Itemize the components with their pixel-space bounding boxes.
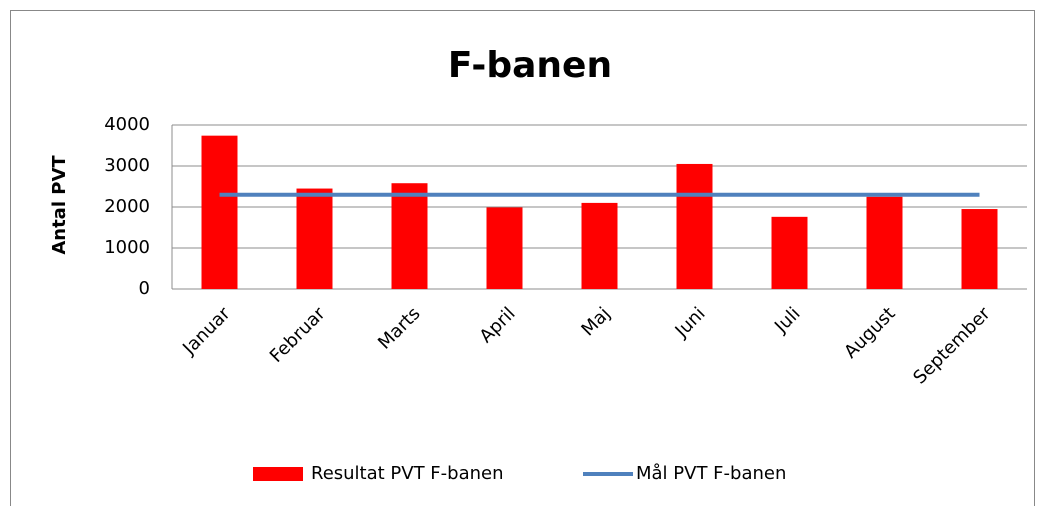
chart-title: F-banen [448, 45, 612, 86]
y-tick-label: 0 [139, 278, 150, 299]
bar [391, 183, 428, 289]
bar [676, 163, 713, 289]
bar [296, 188, 333, 289]
legend-label: Resultat PVT F-banen [311, 463, 504, 484]
legend-label: Mål PVT F-banen [636, 463, 786, 484]
bar [201, 135, 238, 289]
bar [961, 209, 998, 289]
y-tick-label: 4000 [104, 114, 150, 135]
y-tick-label: 2000 [104, 196, 150, 217]
bar [771, 216, 808, 289]
bar [581, 202, 618, 289]
y-tick-label: 3000 [104, 155, 150, 176]
y-tick-label: 1000 [104, 237, 150, 258]
bar [486, 207, 523, 289]
bar [866, 196, 903, 289]
y-axis-label: Antal PVT [49, 155, 70, 255]
legend-swatch [253, 467, 303, 481]
